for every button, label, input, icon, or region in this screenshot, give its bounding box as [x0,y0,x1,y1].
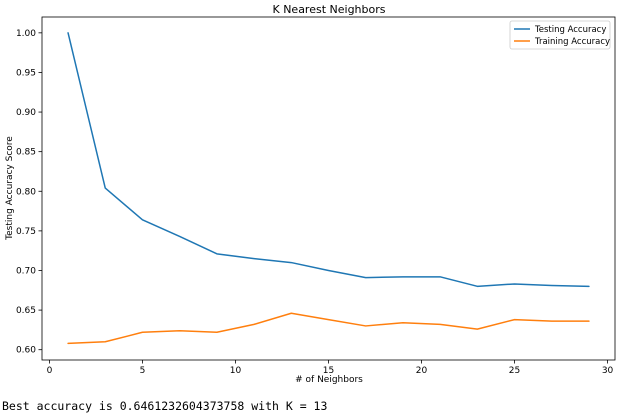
legend-label-1: Training Accuracy [534,37,610,47]
y-tick-label: 0.65 [16,306,36,316]
y-tick-label: 0.80 [16,187,36,197]
knn-accuracy-chart: K Nearest Neighbors 0 5 10 15 20 25 30 0.60 0.65… [5,3,616,385]
y-tick-label: 0.85 [16,148,36,158]
x-tick-label: 15 [323,366,334,376]
plot-frame [41,16,616,361]
series-line-0 [67,32,590,288]
x-tick-label: 10 [230,366,242,376]
x-tick-label: 0 [47,366,53,376]
chart-title: K Nearest Neighbors [272,3,385,16]
y-tick-label: 0.70 [16,266,36,276]
x-tick-label: 25 [509,366,520,376]
legend-label-0: Testing Accuracy [534,25,606,35]
y-tick-label: 0.60 [16,346,36,356]
y-axis-label: Testing Accuracy Score [5,136,15,241]
y-tick-label: 1.00 [16,29,36,39]
series-line-1 [67,312,590,345]
x-tick-label: 5 [140,366,146,376]
x-tick-label: 30 [602,366,614,376]
x-tick-label: 20 [416,366,428,376]
x-axis-label: # of Neighbors [295,375,363,385]
y-tick-label: 0.75 [16,227,36,237]
cell-output-text: Best accuracy is 0.6461232604373758 with… [2,399,328,413]
plot-area: 0 5 10 15 20 25 30 0.60 0.65 0.70 0.75 0.80 0.85 0.90… [16,16,616,376]
y-tick-label: 0.95 [16,68,36,78]
y-tick-label: 0.90 [16,108,36,118]
legend-box [509,20,611,50]
